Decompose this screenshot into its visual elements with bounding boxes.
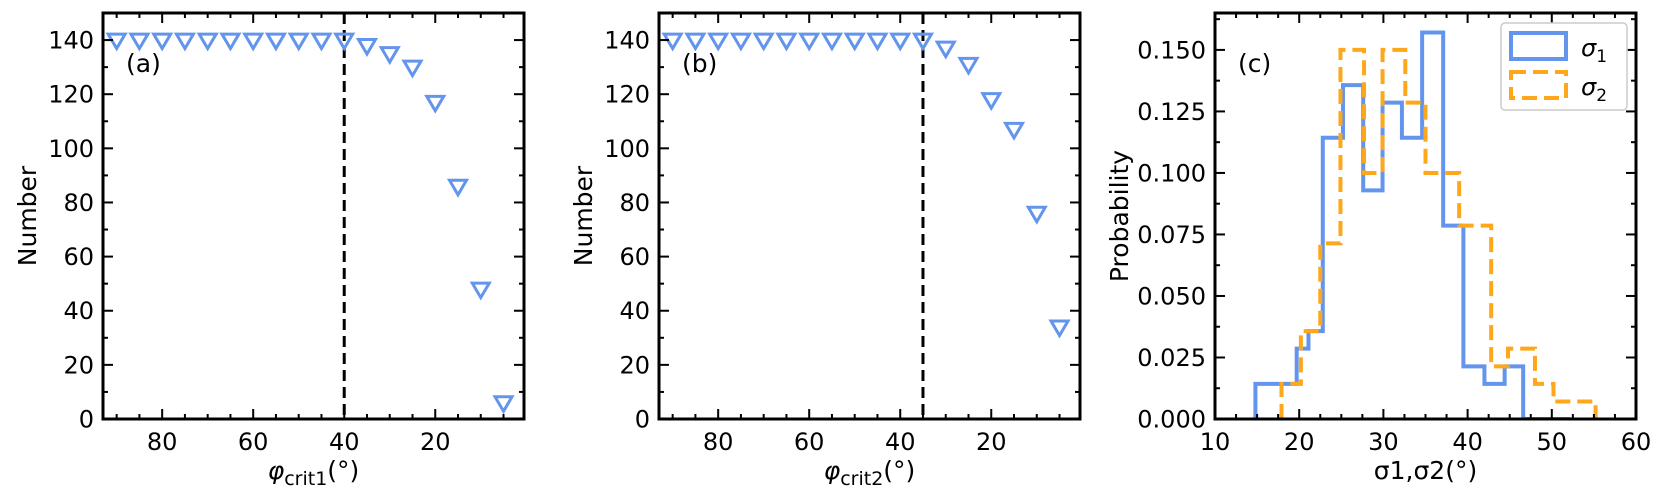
data-point (684, 32, 707, 52)
data-point (264, 32, 288, 52)
y-tick-label: 0.000 (1137, 406, 1206, 434)
y-axis-label: Number (569, 165, 598, 266)
data-point (401, 59, 424, 79)
data-point (820, 32, 844, 52)
y-tick-label: 100 (604, 135, 650, 163)
y-tick-label: 40 (63, 297, 94, 325)
data-point (424, 94, 447, 114)
y-tick-label: 0 (79, 406, 94, 434)
histogram-series-2 (1279, 47, 1598, 419)
y-tick-label: 120 (604, 81, 650, 109)
y-tick-label: 20 (63, 351, 94, 379)
data-point (980, 92, 1003, 112)
x-tick-label: 20 (976, 428, 1007, 456)
data-point (355, 37, 379, 57)
x-tick-label: 20 (420, 428, 451, 456)
data-point (1048, 319, 1071, 339)
x-tick-label: 40 (1452, 428, 1483, 456)
data-point (866, 32, 889, 52)
y-axis-label: Number (13, 165, 42, 266)
data-point (798, 32, 821, 52)
y-tick-label: 80 (63, 189, 94, 217)
data-point (1025, 205, 1048, 225)
y-tick-label: 120 (48, 81, 94, 109)
y-tick-label: 0.075 (1137, 221, 1206, 249)
panel-1: 80 60 40 20 0 20 40 60 80 100 120 140 Number φcrit2(°… (569, 11, 1082, 490)
y-tick-label: 60 (63, 243, 94, 271)
x-tick-label: 60 (794, 428, 825, 456)
panel-2: 10 20 30 40 50 60 0.000 0.025 0.050 0.075 0.100 0.1… (1105, 11, 1652, 485)
y-tick-label: 0 (635, 406, 650, 434)
y-tick-label: 0.150 (1137, 36, 1206, 64)
legend-box (1500, 22, 1628, 111)
data-point (446, 178, 470, 198)
x-tick-label: 30 (1368, 428, 1399, 456)
panel-0: 80 60 40 20 0 20 40 60 80 100 120 140 Number φcrit1(°… (13, 11, 526, 490)
y-tick-label: 80 (619, 189, 650, 217)
histogram-series-1 (1253, 30, 1571, 419)
x-tick-label: 40 (329, 428, 360, 456)
legend-swatch-2 (1509, 70, 1568, 100)
panel-label: (b) (682, 49, 717, 78)
data-point (843, 32, 866, 52)
data-point (469, 281, 492, 301)
x-tick-label: 80 (703, 428, 734, 456)
axes-frame (101, 11, 526, 421)
data-point (128, 32, 151, 52)
legend-swatch-1 (1509, 31, 1568, 61)
data-point (378, 46, 401, 66)
data-point (752, 32, 775, 52)
panel-label: (a) (126, 49, 161, 78)
y-tick-label: 60 (619, 243, 650, 271)
y-tick-label: 0.025 (1137, 344, 1206, 372)
data-point (934, 40, 957, 60)
data-point (151, 32, 174, 52)
data-point (173, 32, 197, 52)
x-tick-label: 60 (238, 428, 269, 456)
data-point (310, 32, 333, 52)
data-point (729, 32, 753, 52)
data-point (911, 32, 935, 52)
data-point (957, 56, 980, 76)
data-point (219, 32, 242, 52)
data-point (196, 32, 219, 52)
y-tick-label: 0.100 (1137, 159, 1206, 187)
x-axis-label: σ1,σ2(°) (1374, 456, 1477, 485)
x-tick-label: 80 (147, 428, 178, 456)
panel-label: (c) (1238, 49, 1271, 78)
legend-label-2: σ2 (1581, 73, 1607, 106)
y-tick-label: 140 (48, 27, 94, 55)
y-tick-label: 140 (604, 27, 650, 55)
x-axis-label: φcrit2(°) (824, 456, 916, 490)
x-axis-label: φcrit1(°) (268, 456, 360, 490)
x-tick-label: 20 (1284, 428, 1315, 456)
data-point (492, 395, 515, 415)
legend-label-1: σ1 (1581, 34, 1607, 67)
x-tick-label: 40 (885, 428, 916, 456)
x-tick-label: 50 (1537, 428, 1568, 456)
data-point (333, 32, 356, 52)
y-tick-label: 40 (619, 297, 650, 325)
data-point (775, 32, 798, 52)
y-tick-label: 100 (48, 135, 94, 163)
data-point (661, 32, 684, 52)
data-point (889, 32, 912, 52)
axes-frame (657, 11, 1082, 421)
x-tick-label: 10 (1200, 428, 1231, 456)
data-point (1002, 121, 1026, 141)
data-point (287, 32, 310, 52)
data-point (242, 32, 265, 52)
y-tick-label: 0.125 (1137, 98, 1206, 126)
y-axis-label: Probability (1105, 150, 1134, 282)
data-point (707, 32, 730, 52)
data-point (105, 32, 128, 52)
y-tick-label: 20 (619, 351, 650, 379)
y-tick-label: 0.050 (1137, 282, 1206, 310)
x-tick-label: 60 (1621, 428, 1652, 456)
